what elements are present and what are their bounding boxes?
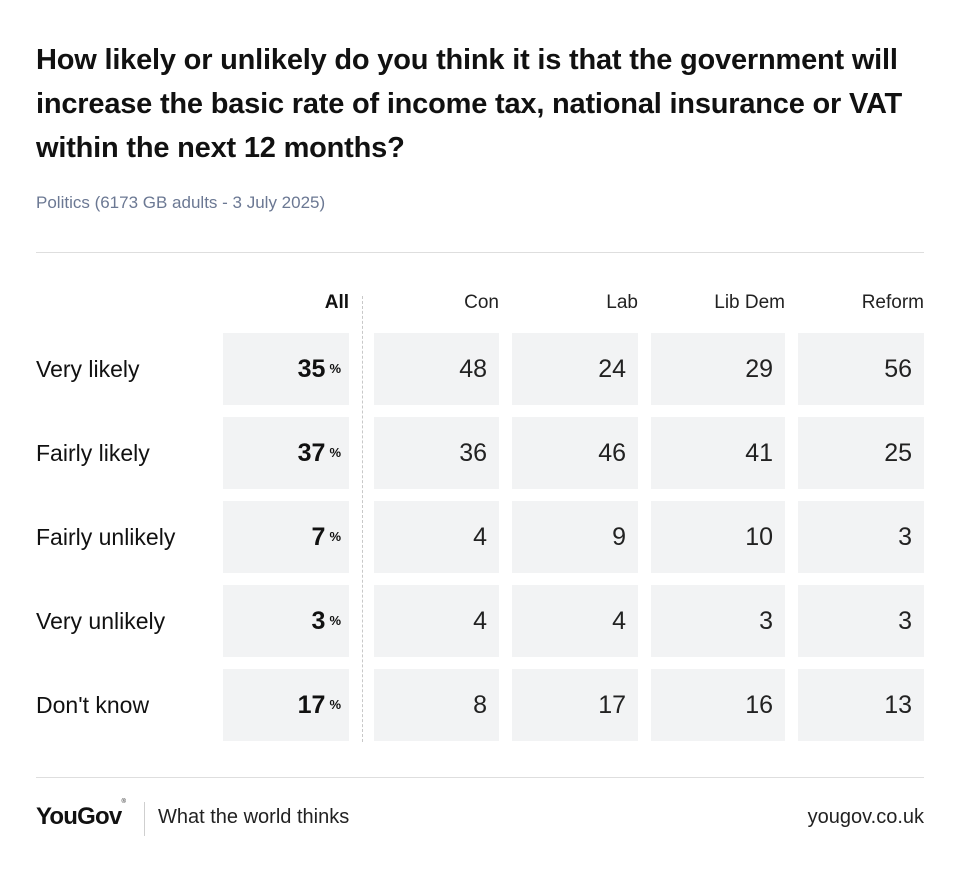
cell-lib-dem-4: 16: [651, 669, 785, 741]
cell-value: 29: [745, 354, 773, 383]
cell-lib-dem-1: 41: [651, 417, 785, 489]
percent-sign: %: [329, 444, 341, 460]
cell-value: 56: [884, 354, 912, 383]
cell-value: 8: [473, 690, 487, 719]
cell-lab-1: 46: [512, 417, 638, 489]
cell-lab-4: 17: [512, 669, 638, 741]
cell-value: 3: [898, 606, 912, 635]
cell-value: 3: [898, 522, 912, 551]
cell-reform-0: 56: [798, 333, 924, 405]
cell-all-4: 17%: [223, 669, 349, 741]
yougov-logo: YouGov®: [36, 799, 126, 830]
cell-value: 16: [745, 690, 773, 719]
cell-all-1: 37%: [223, 417, 349, 489]
cell-value: 17: [598, 690, 626, 719]
cell-all-0: 35%: [223, 333, 349, 405]
cell-value: 48: [459, 354, 487, 383]
footer-url: yougov.co.uk: [807, 806, 924, 828]
column-header-lab: Lab: [606, 292, 638, 313]
cell-reform-1: 25: [798, 417, 924, 489]
cell-con-2: 4: [374, 501, 499, 573]
chart-subtitle: Politics (6173 GB adults - 3 July 2025): [36, 193, 326, 212]
cell-reform-3: 3: [798, 585, 924, 657]
footer-tagline: What the world thinks: [158, 806, 350, 828]
cell-value: 10: [745, 522, 773, 551]
percent-sign: %: [329, 528, 341, 544]
column-header-lib-dem: Lib Dem: [714, 292, 785, 313]
cell-value: 4: [612, 606, 626, 635]
cell-value: 7: [311, 522, 326, 551]
cell-value: 13: [884, 690, 912, 719]
percent-sign: %: [329, 612, 341, 628]
cell-lab-2: 9: [512, 501, 638, 573]
cell-lib-dem-3: 3: [651, 585, 785, 657]
cell-value: 24: [598, 354, 626, 383]
cell-value: 17: [297, 690, 326, 719]
percent-sign: %: [329, 360, 341, 376]
cell-lib-dem-2: 10: [651, 501, 785, 573]
cell-value: 36: [459, 438, 487, 467]
cell-con-0: 48: [374, 333, 499, 405]
cell-value: 41: [745, 438, 773, 467]
cell-value: 37: [297, 438, 326, 467]
cell-value: 3: [311, 606, 326, 635]
cell-reform-4: 13: [798, 669, 924, 741]
cell-value: 4: [473, 606, 487, 635]
cell-value: 46: [598, 438, 626, 467]
chart-title: How likely or unlikely do you think it i…: [36, 44, 903, 164]
cell-reform-2: 3: [798, 501, 924, 573]
cell-con-4: 8: [374, 669, 499, 741]
row-label-fairly-likely: Fairly likely: [36, 440, 150, 466]
row-label-fairly-unlikely: Fairly unlikely: [36, 524, 176, 550]
cell-value: 35: [297, 354, 326, 383]
cell-lab-0: 24: [512, 333, 638, 405]
top-divider: [36, 252, 924, 253]
cell-con-3: 4: [374, 585, 499, 657]
all-column-divider: [362, 296, 363, 742]
column-header-all: All: [324, 292, 349, 313]
cell-all-3: 3%: [223, 585, 349, 657]
row-label-don-t-know: Don't know: [36, 692, 150, 718]
footer-separator: [144, 802, 145, 836]
cell-value: 3: [759, 606, 773, 635]
column-header-reform: Reform: [861, 292, 924, 313]
bottom-divider: [36, 777, 924, 778]
cell-value: 9: [612, 522, 626, 551]
cell-lab-3: 4: [512, 585, 638, 657]
cell-value: 25: [884, 438, 912, 467]
row-label-very-unlikely: Very unlikely: [36, 608, 166, 634]
cell-lib-dem-0: 29: [651, 333, 785, 405]
cell-all-2: 7%: [223, 501, 349, 573]
percent-sign: %: [329, 696, 341, 712]
cell-con-1: 36: [374, 417, 499, 489]
cell-value: 4: [473, 522, 487, 551]
row-label-very-likely: Very likely: [36, 356, 140, 382]
column-header-con: Con: [464, 292, 499, 313]
